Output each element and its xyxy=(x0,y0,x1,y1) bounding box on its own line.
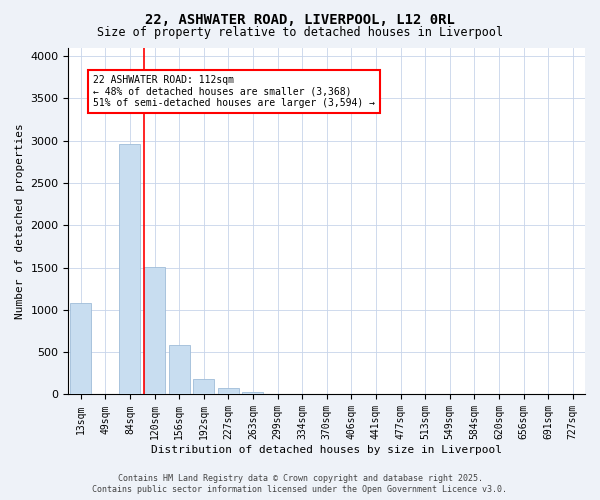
Bar xyxy=(144,266,165,394)
Bar xyxy=(242,392,263,394)
Text: Size of property relative to detached houses in Liverpool: Size of property relative to detached ho… xyxy=(97,26,503,39)
Y-axis label: Number of detached properties: Number of detached properties xyxy=(15,123,25,319)
Text: Contains HM Land Registry data © Crown copyright and database right 2025.
Contai: Contains HM Land Registry data © Crown c… xyxy=(92,474,508,494)
Bar xyxy=(119,144,140,395)
Bar xyxy=(218,388,239,394)
Bar xyxy=(169,344,190,395)
Text: 22 ASHWATER ROAD: 112sqm
← 48% of detached houses are smaller (3,368)
51% of sem: 22 ASHWATER ROAD: 112sqm ← 48% of detach… xyxy=(93,74,375,108)
Bar xyxy=(193,379,214,394)
Text: 22, ASHWATER ROAD, LIVERPOOL, L12 0RL: 22, ASHWATER ROAD, LIVERPOOL, L12 0RL xyxy=(145,12,455,26)
X-axis label: Distribution of detached houses by size in Liverpool: Distribution of detached houses by size … xyxy=(151,445,502,455)
Bar xyxy=(70,303,91,394)
